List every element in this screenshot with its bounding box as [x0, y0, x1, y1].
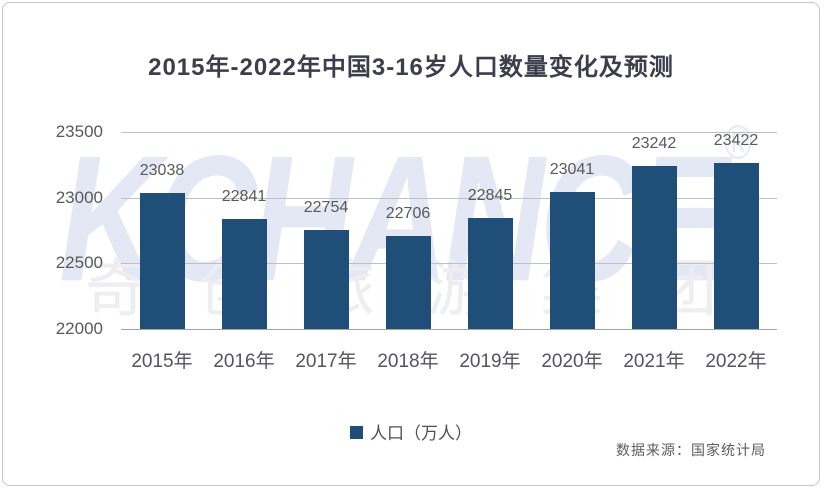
gridline	[121, 263, 777, 265]
y-tick-label: 23500	[55, 122, 103, 141]
gridline	[121, 197, 777, 199]
gridline	[121, 329, 777, 330]
x-tick-label: 2018年	[377, 351, 439, 372]
y-tick-label: 23000	[55, 187, 103, 207]
bar-value-label: 22706	[385, 205, 431, 223]
bar-slot: 22845	[449, 132, 531, 329]
plot-area: 23038 22841 22754 22706 22845 23041 23242 23422	[121, 132, 777, 330]
x-tick-label: 2021年	[623, 351, 685, 372]
y-tick-label: 22000	[55, 319, 103, 338]
bar-slot: 22706	[367, 132, 449, 329]
bar-value-label: 22841	[221, 187, 267, 205]
x-tick-label: 2015年	[131, 351, 193, 372]
bar-slot: 23041	[531, 132, 613, 329]
bar-slot: 23422	[695, 132, 777, 329]
x-tick-label: 2022年	[705, 351, 767, 372]
bar-slot: 22754	[285, 132, 367, 329]
bar	[139, 192, 185, 329]
x-tick-label: 2019年	[459, 351, 521, 372]
registered-trademark-icon: ®	[724, 116, 752, 171]
bar	[303, 229, 349, 329]
bar	[713, 163, 759, 329]
bars: 23038 22841 22754 22706 22845 23041 23242 23422	[121, 132, 777, 329]
bar	[467, 218, 513, 329]
legend: 人口（万人）	[3, 419, 819, 444]
y-tick-label: 22500	[55, 253, 103, 273]
bar-value-label: 23041	[549, 161, 595, 179]
data-source-note: 数据来源：国家统计局	[616, 442, 766, 458]
bar-value-label: 23422	[713, 132, 759, 149]
x-axis-labels: 2015年 2016年 2017年 2018年 2019年 2020年 2021年 2022年	[121, 346, 777, 373]
legend-swatch-icon	[350, 426, 363, 439]
x-tick-label: 2020年	[541, 351, 603, 372]
bar-value-label: 22845	[467, 187, 513, 205]
bar-slot: 23242	[613, 132, 695, 329]
bar	[385, 236, 431, 329]
bar-slot: 22841	[203, 132, 285, 329]
bar	[631, 165, 677, 329]
bar-value-label: 23242	[631, 134, 677, 152]
bar-slot: 23038	[121, 132, 203, 329]
legend-label: 人口（万人）	[370, 424, 472, 443]
chart-title: 2015年-2022年中国3-16岁人口数量变化及预测	[148, 54, 674, 81]
bar-value-label: 23038	[139, 161, 185, 179]
x-tick-label: 2016年	[213, 351, 275, 372]
bar-value-label: 22754	[303, 198, 349, 216]
y-axis-labels: 22000 22500 23000 23500	[23, 122, 103, 338]
gridline	[121, 132, 777, 133]
bar	[221, 218, 267, 329]
bar	[549, 192, 595, 329]
x-tick-label: 2017年	[295, 351, 357, 372]
